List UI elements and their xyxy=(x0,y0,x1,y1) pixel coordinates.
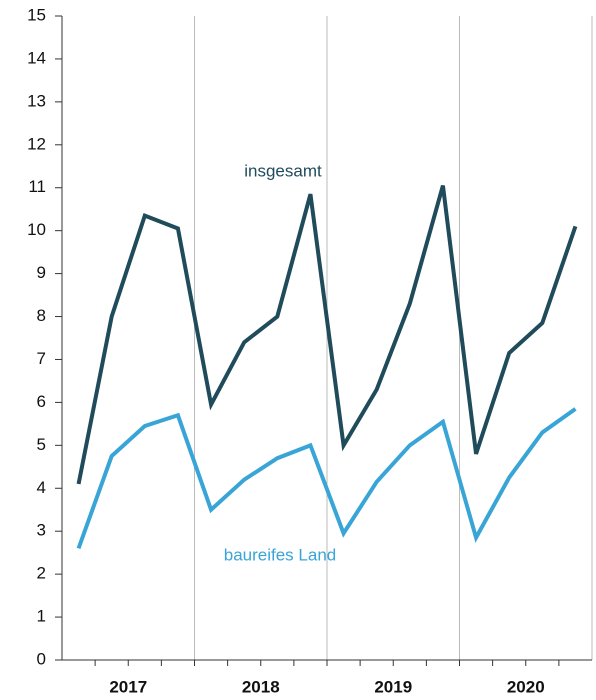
series-line xyxy=(76,407,577,550)
y-tick-label: 3 xyxy=(37,521,46,540)
y-tick-label: 11 xyxy=(28,177,46,196)
y-tick-label: 0 xyxy=(37,649,46,668)
year-label: 2017 xyxy=(109,677,147,696)
year-label: 2019 xyxy=(374,677,412,696)
y-tick-label: 7 xyxy=(37,349,46,368)
y-tick-label: 5 xyxy=(37,435,46,454)
y-tick-label: 2 xyxy=(37,564,46,583)
series-line xyxy=(76,185,578,485)
y-tick-label: 6 xyxy=(37,392,46,411)
series-label: baureifes Land xyxy=(224,545,336,564)
y-tick-label: 12 xyxy=(27,134,46,153)
y-tick-label: 15 xyxy=(27,5,46,24)
y-tick-label: 8 xyxy=(37,306,46,325)
year-label: 2020 xyxy=(507,677,545,696)
y-tick-label: 4 xyxy=(37,478,46,497)
y-tick-label: 13 xyxy=(27,91,46,110)
y-tick-label: 9 xyxy=(37,263,46,282)
year-label: 2018 xyxy=(242,677,280,696)
y-tick-label: 14 xyxy=(27,48,46,67)
y-tick-label: 1 xyxy=(37,607,46,626)
y-tick-label: 10 xyxy=(27,220,46,239)
series-label: insgesamt xyxy=(244,161,322,180)
